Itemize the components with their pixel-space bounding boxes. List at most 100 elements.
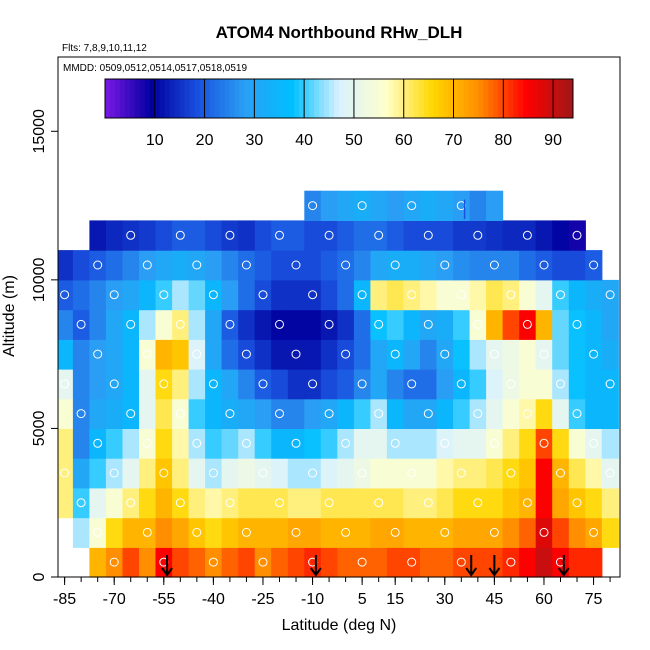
colorbar-swatch bbox=[508, 79, 514, 118]
heatmap-cell bbox=[238, 458, 256, 489]
heatmap-cell bbox=[337, 190, 355, 221]
heatmap-cell bbox=[72, 487, 90, 519]
observation-marker bbox=[241, 527, 251, 537]
heatmap-cell bbox=[420, 428, 438, 459]
heatmap-cell bbox=[155, 428, 173, 459]
heatmap-cell bbox=[601, 398, 619, 429]
heatmap-cell bbox=[254, 220, 272, 251]
heatmap-cell bbox=[155, 547, 173, 578]
heatmap-cell bbox=[535, 458, 553, 489]
heatmap-cell bbox=[568, 309, 586, 340]
colorbar-swatch bbox=[334, 79, 340, 118]
heatmap-cell bbox=[337, 309, 355, 340]
observation-marker bbox=[192, 260, 202, 270]
observation-marker bbox=[407, 557, 417, 567]
heatmap-cell bbox=[72, 309, 90, 340]
heatmap-cell bbox=[403, 398, 421, 429]
heatmap-cell bbox=[403, 428, 421, 459]
observation-marker bbox=[175, 498, 185, 508]
heatmap-cell bbox=[353, 398, 371, 429]
observation-markers bbox=[60, 199, 615, 567]
heatmap-cell bbox=[403, 517, 421, 548]
heatmap-cell bbox=[601, 309, 619, 340]
heatmap-cell bbox=[420, 339, 438, 370]
colorbar-swatch bbox=[304, 79, 310, 118]
heatmap-cell bbox=[254, 279, 272, 311]
heatmap-cell bbox=[519, 250, 537, 281]
colorbar-swatch bbox=[254, 79, 260, 118]
observation-marker bbox=[258, 379, 268, 389]
colorbar-swatch bbox=[169, 79, 176, 118]
heatmap-cell bbox=[585, 487, 603, 519]
heatmap-cell bbox=[601, 428, 619, 459]
heatmap-cell bbox=[453, 339, 471, 370]
colorbar-swatch bbox=[448, 79, 455, 118]
heatmap-cell bbox=[453, 428, 471, 459]
heatmap-cell bbox=[172, 309, 190, 340]
colorbar-swatch bbox=[458, 79, 464, 118]
observation-marker bbox=[175, 230, 185, 240]
heatmap-cell bbox=[188, 547, 206, 578]
heatmap-cell bbox=[105, 369, 123, 400]
heatmap-cell bbox=[420, 369, 438, 400]
heatmap-cell bbox=[370, 369, 388, 400]
heatmap-cell bbox=[568, 517, 586, 548]
heatmap-cell bbox=[105, 487, 123, 519]
heatmap-cell bbox=[221, 517, 239, 548]
heatmap-cell bbox=[58, 458, 74, 489]
y-axis-label: Altitude (m) bbox=[1, 275, 18, 357]
heatmap-cell bbox=[72, 517, 90, 548]
observation-marker bbox=[539, 438, 549, 448]
profile-arrows bbox=[161, 555, 570, 577]
colorbar-swatch bbox=[413, 79, 420, 118]
heatmap-cell bbox=[254, 398, 272, 429]
heatmap-cell bbox=[188, 220, 206, 251]
heatmap-cell bbox=[122, 428, 140, 459]
heatmap-cell bbox=[254, 517, 272, 548]
heatmap-cell bbox=[89, 309, 107, 340]
observation-marker bbox=[142, 527, 152, 537]
heatmap-cell bbox=[420, 547, 438, 578]
heatmap-cell bbox=[320, 339, 338, 370]
heatmap-cell bbox=[238, 339, 256, 370]
observation-marker bbox=[456, 290, 466, 300]
heatmap-cell bbox=[72, 339, 90, 370]
heatmap-cell bbox=[535, 339, 553, 370]
heatmap-cell bbox=[585, 458, 603, 489]
heatmap-cell bbox=[370, 487, 388, 519]
heatmap-cell bbox=[370, 220, 388, 251]
colorbar-swatch bbox=[329, 79, 335, 118]
flights-subtitle: Flts: 7,8,9,10,11,12 bbox=[62, 43, 147, 54]
heatmap-cell bbox=[221, 220, 239, 251]
heatmap-cell bbox=[585, 398, 603, 429]
observation-marker bbox=[357, 290, 367, 300]
heatmap-cell bbox=[205, 487, 223, 519]
observation-marker bbox=[522, 409, 532, 419]
observation-marker bbox=[539, 260, 549, 270]
heatmap-cell bbox=[238, 428, 256, 459]
observation-marker bbox=[109, 290, 119, 300]
colorbar-swatch bbox=[443, 79, 450, 118]
heatmap-cell bbox=[221, 309, 239, 340]
heatmap-cell bbox=[386, 250, 404, 281]
heatmap-cell bbox=[568, 369, 586, 400]
observation-marker bbox=[473, 409, 483, 419]
colorbar-tick-label: 60 bbox=[395, 132, 413, 149]
heatmap-cell bbox=[221, 487, 239, 519]
heatmap-cell bbox=[155, 458, 173, 489]
observation-marker bbox=[76, 409, 86, 419]
heatmap-cell bbox=[105, 279, 123, 311]
heatmap-cell bbox=[486, 487, 504, 519]
heatmap-cell bbox=[469, 428, 487, 459]
heatmap-cell bbox=[89, 369, 107, 400]
observation-marker bbox=[407, 379, 417, 389]
observation-marker bbox=[456, 468, 466, 478]
heatmap-cell bbox=[535, 369, 553, 400]
heatmap-cell bbox=[139, 220, 157, 251]
heatmap-cell bbox=[287, 547, 305, 578]
colorbar-swatch bbox=[289, 79, 295, 118]
heatmap-cell bbox=[486, 279, 504, 311]
heatmap-cell bbox=[254, 309, 272, 340]
observation-marker bbox=[308, 379, 318, 389]
